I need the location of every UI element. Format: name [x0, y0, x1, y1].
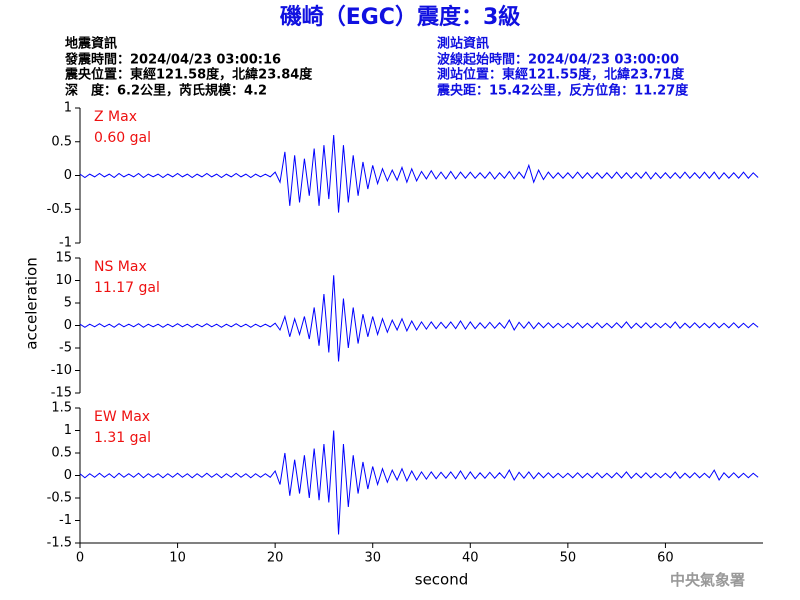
y-tick-label: 0 — [64, 318, 72, 333]
y-tick-label: -10 — [51, 363, 72, 378]
annotation: 1.31 gal — [94, 430, 151, 446]
y-tick-label: -0.5 — [47, 491, 72, 506]
y-tick-label: 1 — [64, 101, 72, 116]
waveform — [79, 275, 759, 362]
watermark: 中央氣象署 — [670, 571, 745, 589]
x-tick-label: 60 — [657, 551, 674, 566]
annotation: Z Max — [94, 109, 137, 125]
x-tick-label: 30 — [364, 551, 381, 566]
y-tick-label: 1 — [64, 423, 72, 438]
y-tick-label: 0.5 — [51, 446, 72, 461]
y-tick-label: -1 — [59, 236, 72, 251]
header-text: 測站資訊 — [437, 36, 489, 52]
header-right: 測站資訊 波線起始時間：2024/04/23 03:00:00 測站位置：東經1… — [436, 36, 689, 99]
title: 磯崎（EGC）震度：3級 — [280, 4, 521, 30]
x-tick-label: 20 — [267, 551, 284, 566]
header-text: 發震時間：2024/04/23 03:00:16 — [64, 52, 281, 68]
x-tick-label: 0 — [76, 551, 84, 566]
header-text: 測站位置：東經121.55度，北緯23.71度 — [437, 67, 685, 83]
waveform — [79, 430, 759, 535]
x-axis-label: second — [415, 571, 469, 589]
header-text: 地震資訊 — [65, 36, 117, 52]
annotation: EW Max — [94, 409, 150, 425]
x-tick-label: 10 — [169, 551, 186, 566]
y-tick-label: -5 — [59, 341, 72, 356]
annotation: 11.17 gal — [94, 280, 160, 296]
x-tick-label: 50 — [560, 551, 577, 566]
y-tick-label: 15 — [55, 251, 72, 266]
y-tick-label: 0 — [64, 468, 72, 483]
header-text: 震央距：15.42公里，反方位角：11.27度 — [436, 83, 689, 99]
y-tick-label: -15 — [51, 386, 72, 401]
y-tick-label: 1.5 — [51, 401, 72, 416]
y-tick-label: -0.5 — [47, 202, 72, 217]
annotation: 0.60 gal — [94, 130, 151, 146]
y-tick-label: -1 — [59, 513, 72, 528]
waveform — [79, 134, 759, 213]
header-text: 波線起始時間：2024/04/23 03:00:00 — [437, 52, 679, 68]
header-text: 震央位置：東經121.58度，北緯23.84度 — [64, 67, 313, 83]
y-tick-label: 10 — [55, 273, 72, 288]
y-tick-label: 5 — [64, 296, 72, 311]
annotation: NS Max — [94, 259, 147, 275]
y-tick-label: -1.5 — [47, 536, 72, 551]
header-left: 地震資訊 發震時間：2024/04/23 03:00:16 震央位置：東經121… — [64, 36, 313, 99]
y-axis-label: acceleration — [23, 257, 41, 349]
header-text: 深 度：6.2公里，芮氏規模：4.2 — [65, 83, 267, 99]
y-tick-label: 0.5 — [51, 134, 72, 149]
y-tick-label: 0 — [64, 168, 72, 183]
x-tick-label: 40 — [462, 551, 479, 566]
